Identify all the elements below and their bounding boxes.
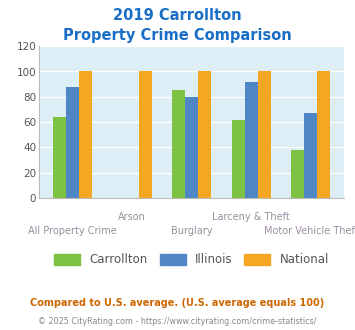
Bar — [317, 72, 331, 198]
Text: Arson: Arson — [118, 212, 146, 222]
Text: All Property Crime: All Property Crime — [28, 226, 117, 236]
Bar — [66, 87, 79, 198]
Text: Burglary: Burglary — [171, 226, 212, 236]
Text: 2019 Carrollton: 2019 Carrollton — [113, 8, 242, 23]
Text: Larceny & Theft: Larceny & Theft — [212, 212, 290, 222]
Bar — [139, 72, 152, 198]
Bar — [79, 72, 92, 198]
Bar — [198, 72, 211, 198]
Bar — [245, 82, 258, 198]
Bar — [291, 150, 304, 198]
Bar — [258, 72, 271, 198]
Bar — [231, 119, 245, 198]
Bar — [185, 97, 198, 198]
Text: Property Crime Comparison: Property Crime Comparison — [63, 28, 292, 43]
Bar — [53, 117, 66, 198]
Text: © 2025 CityRating.com - https://www.cityrating.com/crime-statistics/: © 2025 CityRating.com - https://www.city… — [38, 317, 317, 326]
Text: Compared to U.S. average. (U.S. average equals 100): Compared to U.S. average. (U.S. average … — [31, 298, 324, 308]
Bar — [172, 90, 185, 198]
Bar — [304, 113, 317, 198]
Text: Motor Vehicle Theft: Motor Vehicle Theft — [263, 226, 355, 236]
Legend: Carrollton, Illinois, National: Carrollton, Illinois, National — [49, 248, 334, 271]
